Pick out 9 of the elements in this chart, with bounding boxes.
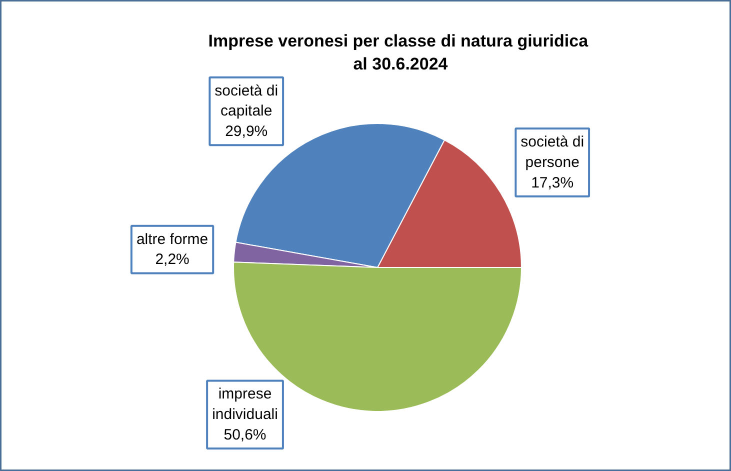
- chart-title: Imprese veronesi per classe di natura giuridica al 30.6.2024: [208, 32, 589, 74]
- data-label: 2,2%: [155, 251, 190, 268]
- slice-label: società di persone: [520, 134, 584, 171]
- slice-label: società di capitale: [214, 82, 278, 120]
- data-label: 29,9%: [225, 123, 268, 140]
- slice-label: altre forme: [136, 230, 208, 248]
- data-label: 17,3%: [531, 174, 574, 192]
- data-label: 50,6%: [224, 426, 266, 444]
- slice-label: imprese individuali: [212, 386, 278, 424]
